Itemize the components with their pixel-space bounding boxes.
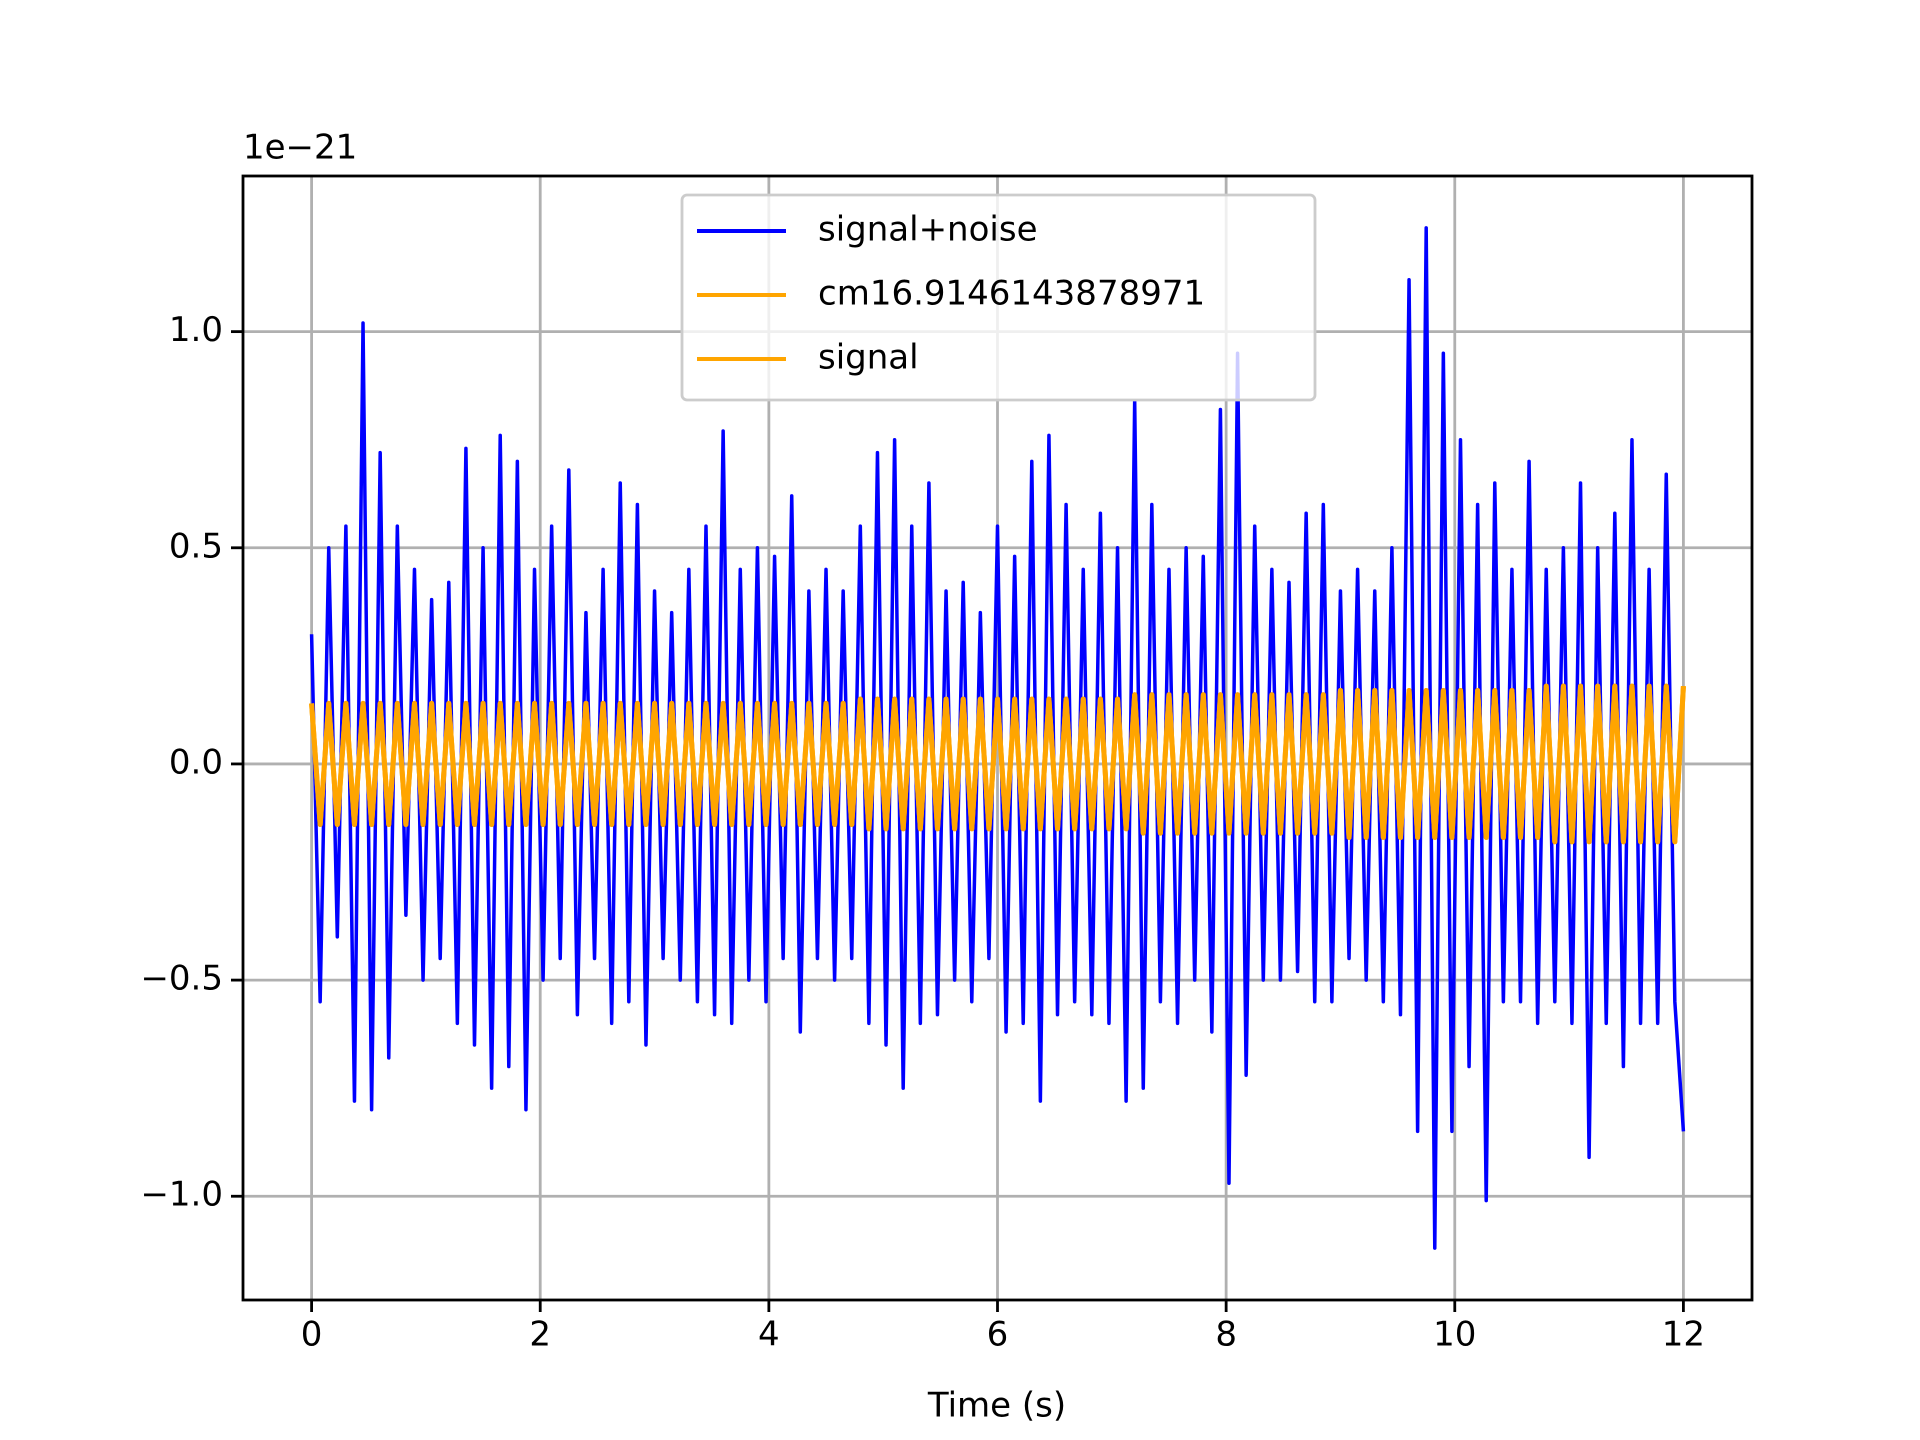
- offset-label: 1e−21: [243, 128, 357, 168]
- x-tick-label: 12: [1662, 1315, 1705, 1355]
- legend-label: signal: [818, 338, 919, 378]
- x-tick-label: 4: [758, 1315, 780, 1355]
- y-tick-label: 0.0: [169, 742, 223, 782]
- x-tick-label: 2: [529, 1315, 551, 1355]
- series-line: [309, 226, 1686, 1250]
- legend-label: cm16.9146143878971: [818, 274, 1205, 314]
- x-tick-label: 6: [987, 1315, 1009, 1355]
- y-tick-label: 0.5: [169, 526, 223, 566]
- plot-frame: [241, 174, 1754, 1302]
- x-tick-label: 0: [301, 1315, 323, 1355]
- y-tick-label: −0.5: [140, 959, 223, 999]
- legend-box: [680, 193, 1317, 402]
- y-tick-label: 1.0: [169, 310, 223, 350]
- y-tick-label: −1.0: [140, 1175, 223, 1215]
- x-tick-label: 10: [1433, 1315, 1476, 1355]
- legend-label: signal+noise: [818, 210, 1038, 250]
- x-tick-label: 8: [1215, 1315, 1237, 1355]
- x-axis-label: Time (s): [927, 1386, 1066, 1426]
- series-line: [309, 683, 1686, 845]
